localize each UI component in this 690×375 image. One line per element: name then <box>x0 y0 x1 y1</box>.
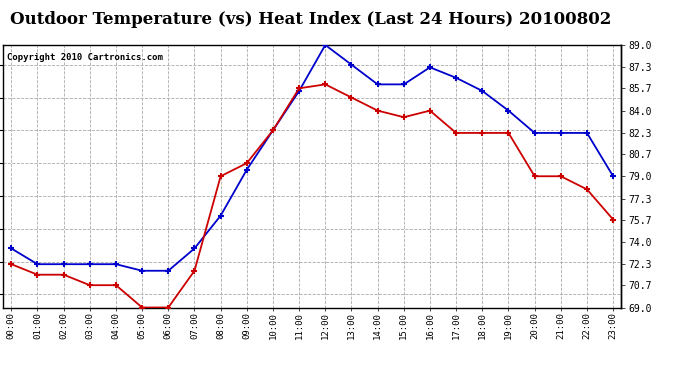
Text: Copyright 2010 Cartronics.com: Copyright 2010 Cartronics.com <box>6 53 162 62</box>
Text: Outdoor Temperature (vs) Heat Index (Last 24 Hours) 20100802: Outdoor Temperature (vs) Heat Index (Las… <box>10 11 611 28</box>
